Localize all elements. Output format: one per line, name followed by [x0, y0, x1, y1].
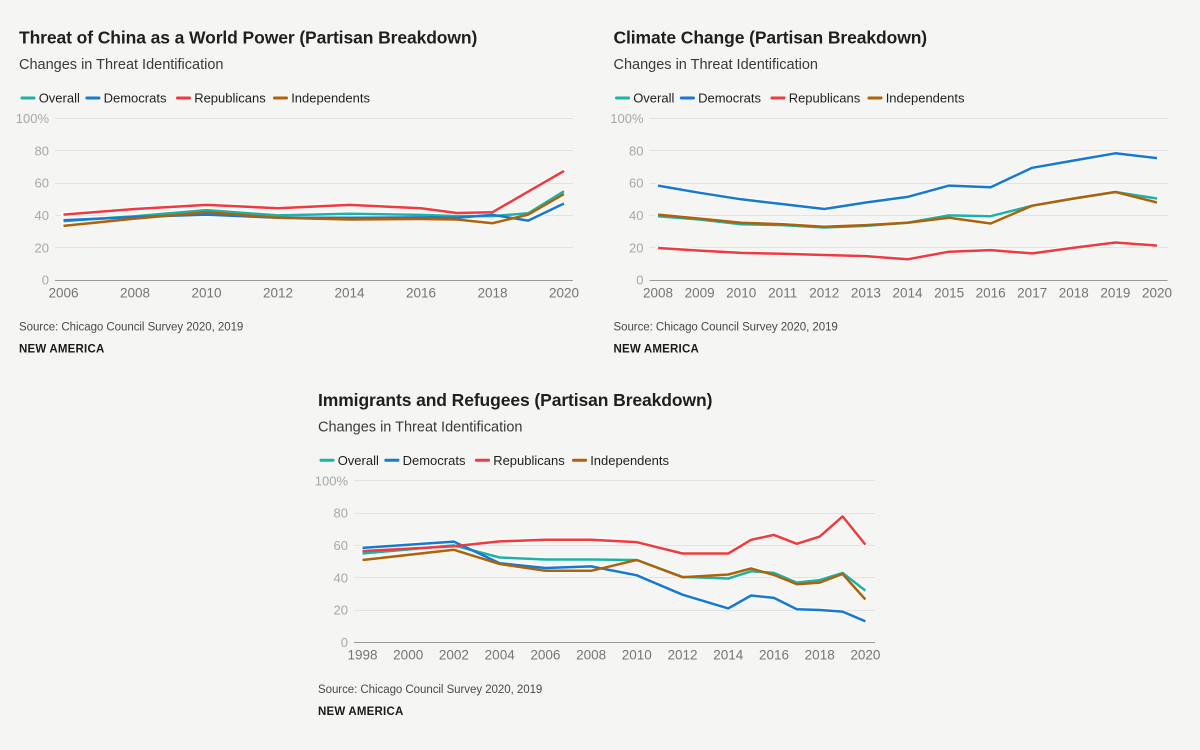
svg-text:Threat of China as a World Pow: Threat of China as a World Power (Partis…	[19, 28, 477, 48]
svg-text:Climate Change (Partisan Break: Climate Change (Partisan Breakdown)	[614, 28, 928, 48]
svg-text:2018: 2018	[805, 648, 835, 663]
svg-text:2020: 2020	[850, 648, 880, 663]
svg-text:1998: 1998	[347, 648, 377, 663]
svg-text:2013: 2013	[851, 285, 881, 300]
svg-text:60: 60	[334, 538, 348, 553]
svg-text:0: 0	[341, 635, 348, 650]
svg-text:60: 60	[629, 176, 643, 191]
svg-text:40: 40	[334, 570, 348, 585]
svg-text:Overall: Overall	[39, 91, 80, 106]
svg-text:2018: 2018	[1059, 285, 1089, 300]
svg-text:2009: 2009	[685, 285, 715, 300]
svg-text:2006: 2006	[48, 285, 78, 300]
svg-text:2014: 2014	[713, 648, 744, 663]
svg-text:NEW AMERICA: NEW AMERICA	[614, 344, 699, 356]
svg-text:2012: 2012	[667, 648, 697, 663]
svg-text:2012: 2012	[809, 285, 839, 300]
svg-text:Republicans: Republicans	[789, 91, 861, 106]
svg-text:Changes in Threat Identificati: Changes in Threat Identification	[614, 57, 818, 73]
svg-text:80: 80	[35, 143, 49, 158]
svg-text:Republicans: Republicans	[194, 91, 266, 106]
svg-text:0: 0	[42, 273, 49, 288]
svg-text:20: 20	[334, 603, 348, 618]
svg-text:2008: 2008	[643, 285, 673, 300]
svg-text:Democrats: Democrats	[698, 91, 761, 106]
svg-text:Independents: Independents	[590, 453, 669, 468]
svg-text:2010: 2010	[726, 285, 756, 300]
svg-text:100%: 100%	[315, 473, 349, 488]
svg-text:2002: 2002	[439, 648, 469, 663]
svg-text:Source: Chicago Council Survey: Source: Chicago Council Survey 2020, 201…	[614, 322, 838, 334]
svg-text:2010: 2010	[622, 648, 652, 663]
svg-text:NEW AMERICA: NEW AMERICA	[318, 706, 403, 718]
svg-text:Independents: Independents	[291, 91, 370, 106]
svg-text:Democrats: Democrats	[104, 91, 167, 106]
svg-text:Republicans: Republicans	[493, 453, 565, 468]
svg-text:2000: 2000	[393, 648, 423, 663]
svg-text:20: 20	[35, 240, 49, 255]
svg-text:2016: 2016	[759, 648, 789, 663]
svg-text:2008: 2008	[576, 648, 606, 663]
svg-text:2014: 2014	[892, 285, 923, 300]
svg-text:2018: 2018	[477, 285, 507, 300]
svg-text:NEW AMERICA: NEW AMERICA	[19, 344, 104, 356]
svg-text:2015: 2015	[934, 285, 964, 300]
svg-text:40: 40	[35, 208, 49, 223]
svg-text:40: 40	[629, 208, 643, 223]
svg-text:60: 60	[35, 176, 49, 191]
svg-text:2008: 2008	[120, 285, 150, 300]
svg-text:Independents: Independents	[886, 91, 965, 106]
svg-text:2017: 2017	[1017, 285, 1047, 300]
svg-text:2016: 2016	[406, 285, 436, 300]
svg-text:Changes in Threat Identificati: Changes in Threat Identification	[318, 419, 522, 435]
svg-text:Democrats: Democrats	[403, 453, 466, 468]
svg-text:0: 0	[636, 273, 643, 288]
svg-text:100%: 100%	[16, 111, 50, 126]
svg-text:Overall: Overall	[633, 91, 674, 106]
svg-text:2004: 2004	[485, 648, 516, 663]
svg-text:Changes in Threat Identificati: Changes in Threat Identification	[19, 57, 223, 73]
svg-text:2012: 2012	[263, 285, 293, 300]
svg-text:2020: 2020	[1142, 285, 1172, 300]
svg-text:2011: 2011	[768, 285, 797, 300]
svg-text:2010: 2010	[191, 285, 221, 300]
svg-text:Source: Chicago Council Survey: Source: Chicago Council Survey 2020, 201…	[318, 684, 542, 696]
svg-text:2006: 2006	[530, 648, 560, 663]
svg-text:2016: 2016	[976, 285, 1006, 300]
svg-text:2020: 2020	[549, 285, 579, 300]
svg-text:100%: 100%	[610, 111, 644, 126]
svg-text:Immigrants and Refugees (Parti: Immigrants and Refugees (Partisan Breakd…	[318, 390, 712, 410]
svg-text:Overall: Overall	[338, 453, 379, 468]
svg-text:80: 80	[334, 506, 348, 521]
svg-text:Source: Chicago Council Survey: Source: Chicago Council Survey 2020, 201…	[19, 322, 243, 334]
svg-text:20: 20	[629, 240, 643, 255]
svg-text:2014: 2014	[334, 285, 365, 300]
svg-text:80: 80	[629, 143, 643, 158]
svg-text:2019: 2019	[1100, 285, 1130, 300]
